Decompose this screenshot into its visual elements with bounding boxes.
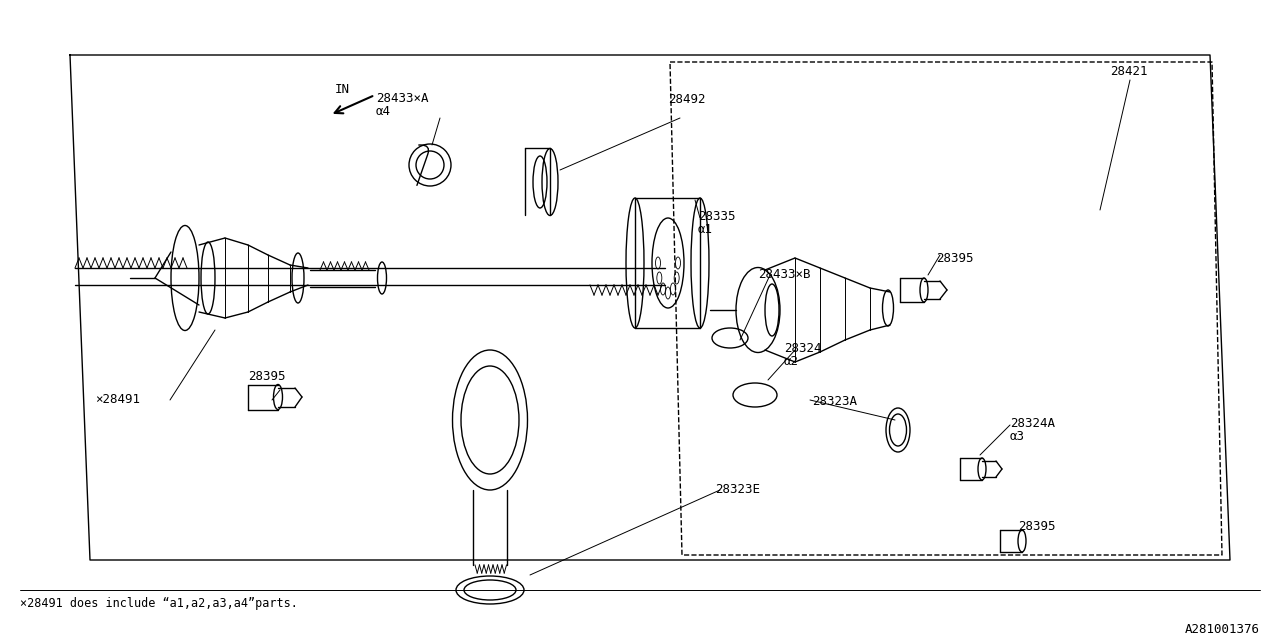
Text: 28395: 28395 bbox=[248, 370, 285, 383]
Text: 28421: 28421 bbox=[1110, 65, 1147, 78]
Text: A281001376: A281001376 bbox=[1185, 623, 1260, 636]
Text: 28335: 28335 bbox=[698, 210, 736, 223]
Text: ×28491: ×28491 bbox=[95, 393, 140, 406]
Text: α1: α1 bbox=[698, 223, 713, 236]
Text: ×28491 does include “a1,a2,a3,a4”parts.: ×28491 does include “a1,a2,a3,a4”parts. bbox=[20, 597, 298, 610]
Text: 28433×A: 28433×A bbox=[376, 92, 429, 105]
Text: 28395: 28395 bbox=[936, 252, 974, 265]
Text: 28324A: 28324A bbox=[1010, 417, 1055, 430]
Text: 28324: 28324 bbox=[785, 342, 822, 355]
Text: 28323A: 28323A bbox=[812, 395, 858, 408]
Text: 28433×B: 28433×B bbox=[758, 268, 810, 281]
Text: α2: α2 bbox=[785, 355, 799, 368]
Text: α3: α3 bbox=[1010, 430, 1025, 443]
Text: 28323E: 28323E bbox=[716, 483, 760, 496]
Text: 28395: 28395 bbox=[1018, 520, 1056, 533]
Text: α4: α4 bbox=[376, 105, 390, 118]
Text: 28492: 28492 bbox=[668, 93, 705, 106]
Text: IN: IN bbox=[335, 83, 349, 96]
